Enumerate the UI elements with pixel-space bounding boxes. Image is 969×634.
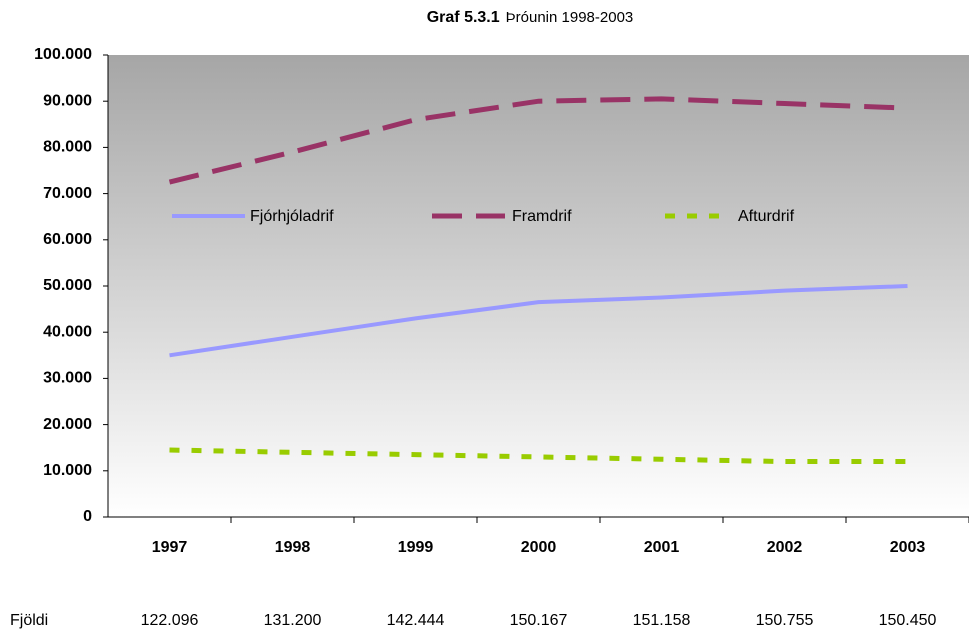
y-tick-label: 50.000	[43, 277, 92, 294]
y-tick-label: 60.000	[43, 231, 92, 248]
y-tick-label: 30.000	[43, 370, 92, 387]
total-value: 150.450	[879, 612, 937, 629]
plot-area	[108, 55, 969, 517]
total-value: 151.158	[633, 612, 691, 629]
total-value: 131.200	[264, 612, 322, 629]
x-tick-label: 2000	[521, 539, 557, 556]
chart-title-group: Graf 5.3.1 Þróunin 1998-2003	[427, 9, 634, 26]
legend-label: Afturdrif	[738, 208, 795, 225]
y-tick-label: 10.000	[43, 462, 92, 479]
x-tick-label: 1998	[275, 539, 311, 556]
series-line	[168, 96, 908, 185]
total-value: 122.096	[141, 612, 199, 629]
x-tick-label: 2003	[890, 539, 926, 556]
total-value: 150.167	[510, 612, 568, 629]
x-tick-label: 1999	[398, 539, 434, 556]
y-tick-label: 90.000	[43, 92, 92, 109]
legend-label: Framdrif	[512, 208, 572, 225]
total-value: 142.444	[387, 612, 445, 629]
totals-label: Fjöldi	[10, 612, 48, 629]
series-line	[169, 284, 908, 358]
y-tick-label: 100.000	[34, 46, 92, 63]
x-tick-label: 2001	[644, 539, 680, 556]
chart-subtitle: Þróunin 1998-2003	[506, 9, 634, 26]
y-tick-label: 0	[83, 508, 92, 525]
y-tick-label: 20.000	[43, 416, 92, 433]
y-tick-label: 40.000	[43, 323, 92, 340]
x-tick-label: 2002	[767, 539, 803, 556]
legend-label: Fjórhjóladrif	[250, 208, 334, 225]
x-tick-label: 1997	[152, 539, 188, 556]
total-value: 150.755	[756, 612, 814, 629]
y-tick-label: 70.000	[43, 185, 92, 202]
y-tick-label: 80.000	[43, 139, 92, 156]
chart-title: Graf 5.3.1	[427, 9, 500, 26]
